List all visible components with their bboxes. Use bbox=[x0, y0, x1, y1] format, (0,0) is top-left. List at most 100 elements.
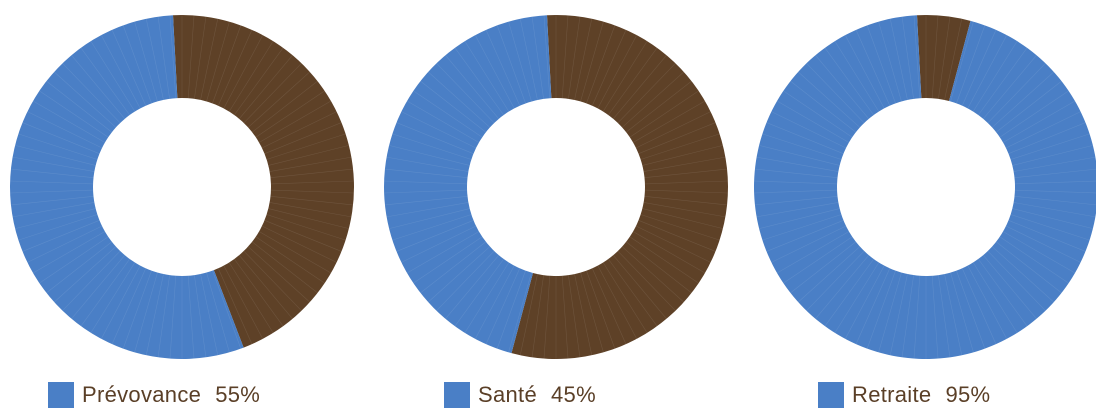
donut-texture-line bbox=[591, 268, 627, 345]
donut-texture-line bbox=[754, 189, 838, 194]
donut-texture-line bbox=[194, 16, 207, 99]
slice-other-1 bbox=[511, 14, 729, 360]
donut-texture-line bbox=[519, 18, 538, 101]
donut-texture-line bbox=[264, 220, 342, 252]
donut-texture-line bbox=[756, 156, 839, 172]
donut-texture-line bbox=[386, 202, 469, 218]
donut-texture-line bbox=[427, 71, 491, 128]
donut-texture-line bbox=[987, 250, 1046, 311]
donut-texture-line bbox=[401, 225, 477, 263]
donut-texture-line bbox=[268, 208, 349, 229]
donut-texture-line bbox=[10, 189, 94, 194]
donut-texture-line bbox=[436, 63, 495, 124]
donut-texture-line bbox=[967, 34, 1008, 109]
donut-texture-line bbox=[824, 47, 874, 116]
donut-texture-line bbox=[145, 18, 164, 101]
donut-texture-line bbox=[243, 63, 302, 124]
donut-texture-line bbox=[580, 272, 604, 353]
donut-texture-line bbox=[15, 145, 96, 166]
legend-swatch-sante bbox=[444, 382, 470, 408]
donut-texture-line bbox=[212, 270, 242, 349]
legend-swatch-prevovance bbox=[48, 382, 74, 408]
donut-texture-line bbox=[485, 268, 521, 345]
donut-texture-line bbox=[71, 254, 126, 319]
donut-texture-line bbox=[931, 275, 939, 359]
donut-texture-line bbox=[561, 15, 569, 99]
donut-texture-line bbox=[950, 21, 974, 102]
donut-texture-line bbox=[642, 208, 723, 229]
donut-texture-line bbox=[212, 25, 242, 104]
donut-texture-line bbox=[961, 268, 997, 345]
donut-texture-line bbox=[10, 168, 94, 178]
donut-texture-line bbox=[608, 258, 658, 327]
donut-chart-retraite bbox=[754, 14, 1096, 359]
donut-texture-line bbox=[268, 145, 349, 166]
donut-texture-line bbox=[612, 254, 667, 319]
donut-texture-line bbox=[384, 168, 468, 178]
donut-texture-line bbox=[1014, 168, 1096, 178]
legend-swatch-retraite bbox=[818, 382, 844, 408]
donut-texture-line bbox=[621, 246, 685, 303]
donut-texture-line bbox=[756, 202, 839, 218]
donut-texture-line bbox=[632, 100, 706, 143]
donut-texture-line bbox=[991, 71, 1055, 128]
donut-texture-line bbox=[247, 246, 311, 303]
donut-texture-line bbox=[269, 202, 352, 218]
donut-texture-line bbox=[982, 55, 1037, 120]
donut-texture-line bbox=[454, 258, 504, 327]
donut-texture-line bbox=[855, 29, 891, 106]
donut-texture-line bbox=[436, 250, 495, 311]
donut-texture-line bbox=[496, 270, 526, 349]
donut-texture-line bbox=[243, 250, 302, 311]
donut-texture-line bbox=[445, 55, 500, 120]
donut-texture-line bbox=[111, 268, 147, 345]
legend-value-sante: 45% bbox=[551, 382, 596, 407]
donut-texture-line bbox=[978, 258, 1028, 327]
donut-texture-line bbox=[866, 25, 896, 104]
donut-texture-line bbox=[134, 21, 158, 102]
donut-texture-line bbox=[238, 254, 293, 319]
donut-texture-line bbox=[586, 270, 616, 349]
slice-main-2 bbox=[754, 15, 1096, 359]
donut-texture-line bbox=[844, 265, 885, 340]
donut-texture-line bbox=[644, 180, 728, 185]
legend-prevovance: Prévovance 55% bbox=[48, 382, 260, 408]
donut-texture-line bbox=[901, 275, 914, 358]
donut-texture-line bbox=[10, 180, 94, 185]
donut-texture-line bbox=[217, 29, 253, 106]
slice-main-0 bbox=[9, 15, 244, 360]
donut-texture-line bbox=[454, 47, 504, 116]
donut-texture-line bbox=[100, 34, 141, 109]
donut-chart-sante bbox=[384, 14, 729, 360]
donut-texture-line bbox=[396, 122, 474, 154]
donut-texture-line bbox=[866, 270, 896, 349]
donut-texture-line bbox=[1013, 156, 1096, 172]
donut-texture-line bbox=[384, 196, 468, 206]
donut-texture-line bbox=[574, 273, 593, 356]
donut-texture-line bbox=[474, 265, 515, 340]
donut-texture-line bbox=[643, 156, 726, 172]
donut-texture-line bbox=[543, 15, 551, 99]
legend-retraite: Retraite 95% bbox=[818, 382, 990, 408]
donut-texture-line bbox=[574, 18, 593, 101]
donut-texture-line bbox=[270, 180, 354, 185]
donut-texture-line bbox=[844, 34, 885, 109]
donut-texture-line bbox=[396, 220, 474, 252]
donut-texture-line bbox=[401, 111, 477, 149]
donut-texture-line bbox=[783, 236, 853, 284]
donut-texture-line bbox=[228, 262, 274, 334]
donut-texture-line bbox=[938, 16, 951, 99]
donut-texture-line bbox=[617, 63, 676, 124]
donut-texture-line bbox=[258, 100, 332, 143]
donut-texture-line bbox=[157, 275, 170, 358]
donut-texture-line bbox=[62, 63, 121, 124]
donut-texture-line bbox=[956, 25, 986, 104]
donut-texture-line bbox=[32, 100, 106, 143]
donut-texture-line bbox=[1008, 220, 1086, 252]
donut-texture-line bbox=[80, 258, 130, 327]
donut-texture-line bbox=[270, 168, 354, 178]
donut-texture-line bbox=[255, 236, 325, 284]
legend-label-retraite: Retraite bbox=[852, 382, 932, 407]
donut-texture-line bbox=[913, 15, 921, 99]
